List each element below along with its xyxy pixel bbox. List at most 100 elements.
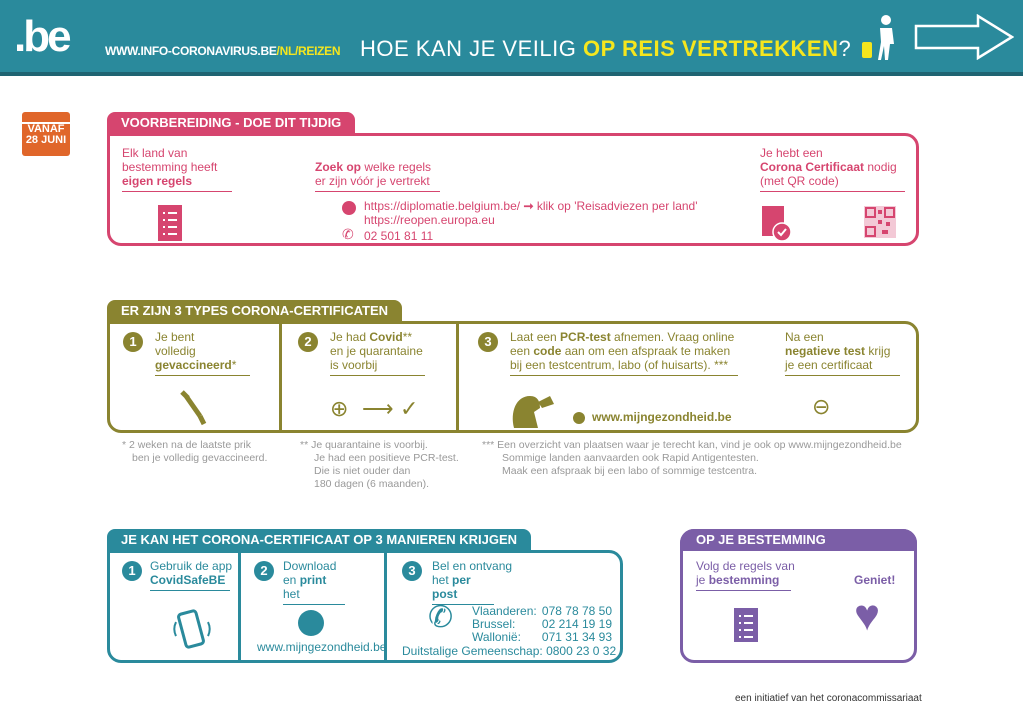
calendar-badge: VANAF 28 JUNI <box>22 112 70 156</box>
region: Wallonië: <box>472 630 521 644</box>
destination-rules: Volg de regels van je bestemming <box>696 559 795 591</box>
title-part: HOE KAN JE VEILIG <box>360 36 583 61</box>
text-bold: per post <box>432 573 471 601</box>
text: Na een <box>785 330 824 344</box>
calendar-divider <box>22 122 70 124</box>
text: ** <box>402 330 413 344</box>
positive-test-tube-icon: ⊕ <box>330 396 349 421</box>
text-bold: negatieve test <box>785 344 866 358</box>
mijngezondheid-link[interactable]: www.mijngezondheid.be <box>257 640 387 654</box>
phone-row: Brussel: 02 214 19 19 <box>472 618 612 631</box>
text-bold: print <box>299 573 327 587</box>
text: je een certificaat <box>785 358 900 376</box>
prep-col2: Zoek op welke regels er zijn vóór je vert… <box>315 160 440 192</box>
way-post: Bel en ontvang het per post <box>432 559 512 605</box>
text-bold: eigen regels <box>122 174 193 188</box>
arrow-icon: ➞ <box>523 199 534 213</box>
text: Bel en ontvang <box>432 559 513 573</box>
phone-icon: ✆ <box>428 601 454 634</box>
text-bold: PCR-test <box>560 330 611 344</box>
url-sep: / <box>276 44 280 58</box>
text: Volg de regels van <box>696 559 795 573</box>
title-part: ? <box>838 36 852 61</box>
note: Maak een afspraak bij een labo of sommig… <box>502 465 758 477</box>
region: Brussel: <box>472 617 516 631</box>
step-number: 2 <box>298 332 318 352</box>
certificate-icon <box>762 206 792 242</box>
text: Je bent <box>155 330 195 344</box>
text: bestemming heeft <box>122 160 218 174</box>
ways-box <box>107 550 623 663</box>
text: je <box>696 573 709 587</box>
divider <box>456 321 459 433</box>
text: een <box>510 344 534 358</box>
globe-icon <box>573 412 585 424</box>
number: 02 214 19 19 <box>541 617 612 631</box>
text-bold: bestemming <box>708 573 780 587</box>
text-bold: Zoek op <box>315 160 362 174</box>
type-recovered: Je had Covid** en je quarantaine is voorbi… <box>330 330 425 376</box>
phone-app-icon <box>173 609 211 649</box>
heart-icon: ♥ <box>854 591 881 640</box>
text: en je quarantaine <box>330 344 423 358</box>
diplomatie-link[interactable]: https://diplomatie.belgium.be/ <box>364 199 521 213</box>
phone-number: 02 501 81 11 <box>364 229 434 243</box>
enjoy-label: Geniet! <box>854 573 896 587</box>
way-app: Gebruik de app CovidSafeBE <box>150 559 232 591</box>
note: ben je volledig gevaccineerd. <box>132 452 268 464</box>
arrow-right-icon <box>914 14 1014 60</box>
text: afnemen. Vraag online <box>610 330 735 344</box>
arrow-icon: ⟶ <box>362 396 394 421</box>
check-circle-icon: ✓ <box>400 396 419 421</box>
text: en <box>283 573 300 587</box>
traveler-icon <box>862 15 894 60</box>
note: Die is niet ouder dan <box>314 465 411 477</box>
text: er zijn vóór je vertrekt <box>315 174 440 192</box>
preparation-box <box>107 133 919 246</box>
document-list-icon <box>734 608 758 642</box>
note: Je had een positieve PCR-test. <box>314 452 459 464</box>
type-pcr-test: Laat een PCR-test afnemen. Vraag online e… <box>510 330 738 376</box>
divider <box>238 550 241 663</box>
reopen-link[interactable]: https://reopen.europa.eu <box>364 213 495 227</box>
header-url[interactable]: WWW.INFO-CORONAVIRUS.BE/NL/REIZEN <box>105 44 341 58</box>
type-negative-test: Na een negatieve test krijg je een certifi… <box>785 330 900 376</box>
link-action: klik op 'Reisadviezen per land' <box>536 199 698 213</box>
text: (met QR code) <box>760 174 905 192</box>
divider <box>384 550 387 663</box>
text: Elk land van <box>122 146 188 160</box>
phone-list: Vlaanderen: 078 78 78 50 Brussel: 02 214 1… <box>472 605 612 644</box>
text-bold: Covid <box>369 330 403 344</box>
text: bij een testcentrum, labo (of huisarts).… <box>510 358 738 376</box>
syringe-icon <box>180 390 207 426</box>
text: Gebruik de app <box>150 559 233 573</box>
prep-col1: Elk land van bestemming heeft eigen regels <box>122 146 232 192</box>
type-vaccinated: Je bent volledig gevaccineerd* <box>155 330 250 376</box>
note: 180 dagen (6 maanden). <box>314 478 430 490</box>
text: het <box>432 573 453 587</box>
footnote-3: *** Een overzicht van plaatsen waar je t… <box>482 439 902 478</box>
step-number: 3 <box>478 332 498 352</box>
text: Je had <box>330 330 370 344</box>
mijngezondheid-link[interactable]: www.mijngezondheid.be <box>592 410 732 424</box>
text: Download <box>283 559 337 573</box>
section-tab-certificate-types: ER ZIJN 3 TYPES CORONA-CERTIFICATEN <box>107 300 403 322</box>
step-number: 1 <box>123 332 143 352</box>
text: aan om een afspraak te maken <box>561 344 731 358</box>
text: * <box>231 358 237 372</box>
footnote-1: * 2 weken na de laatste prik ben je volle… <box>122 439 267 465</box>
globe-icon <box>342 201 356 215</box>
text-bold: CovidSafeBE <box>150 573 226 587</box>
german-community-phone: Duitstalige Gemeenschap: 0800 23 0 32 <box>402 644 617 658</box>
section-tab-preparation: VOORBEREIDING - DOE DIT TIJDIG <box>107 112 356 134</box>
phone-icon: ✆ <box>342 226 354 242</box>
number: 078 78 78 50 <box>541 604 612 618</box>
qr-code-icon <box>864 206 896 238</box>
step-number: 2 <box>254 561 274 581</box>
certificate-types-box <box>107 321 919 433</box>
text: het <box>283 587 300 601</box>
document-list-icon <box>158 205 182 241</box>
section-tab-ways: JE KAN HET CORONA-CERTIFICAAT OP 3 MANIE… <box>107 529 532 551</box>
step-number: 1 <box>122 561 142 581</box>
calendar-line: 28 JUNI <box>25 134 67 146</box>
